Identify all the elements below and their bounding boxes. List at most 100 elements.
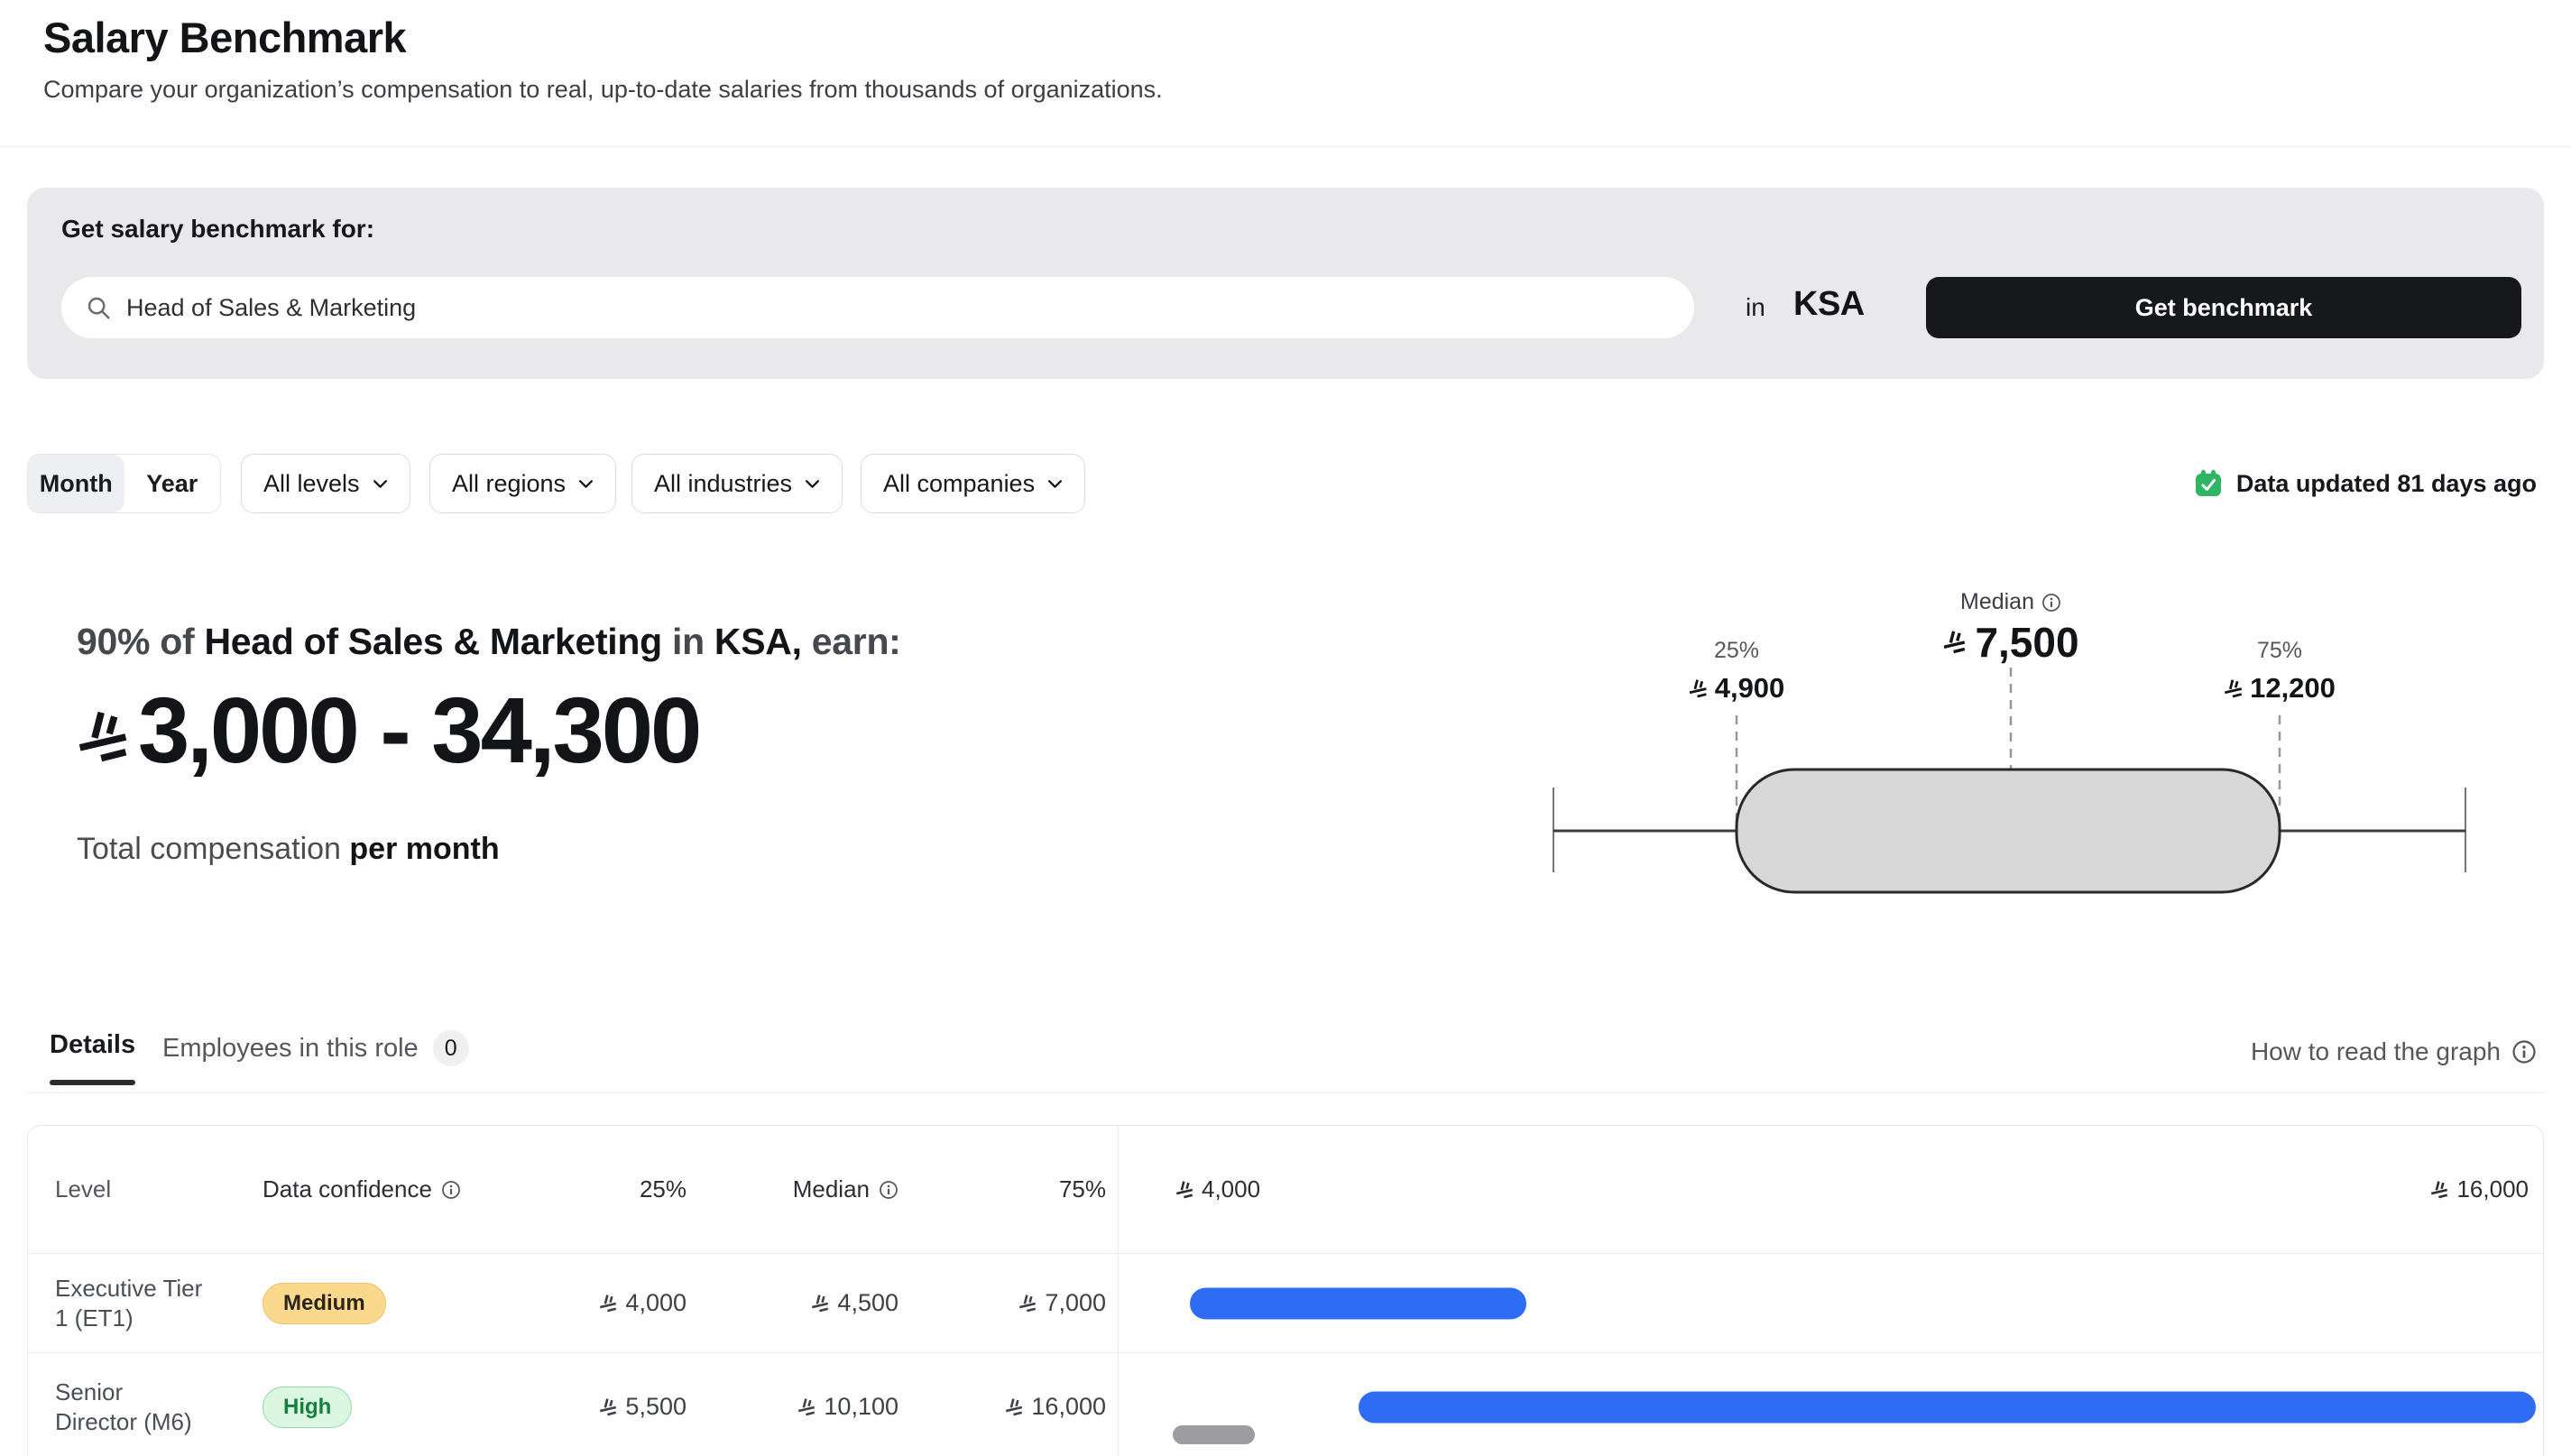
p75-value: 16,000: [1031, 1393, 1106, 1420]
salary-range-bar: [1190, 1287, 1526, 1319]
p75-value-text: 12,200: [2250, 672, 2336, 704]
chevron-down-icon: [1047, 479, 1063, 489]
tab-employees-label: Employees in this role: [162, 1033, 419, 1063]
column-header-level: Level: [55, 1175, 112, 1203]
boxplot-p25-value: 4,900: [1689, 672, 1785, 705]
riyal-icon: [2430, 1181, 2448, 1199]
confidence-cell: Medium: [263, 1254, 479, 1352]
companies-dropdown-label: All companies: [883, 469, 1036, 497]
industries-dropdown-label: All industries: [654, 469, 793, 497]
chart-axis-min: 4,000: [1175, 1126, 1260, 1253]
table-header-row: Level Data confidence 25% Median 75% 4,0…: [28, 1126, 2543, 1253]
data-updated-status: Data updated 81 days ago: [2193, 454, 2537, 513]
country-label[interactable]: KSA: [1793, 285, 1865, 323]
boxplot-p75-value: 12,200: [2224, 672, 2336, 705]
p75-cell: 7,000: [898, 1254, 1106, 1352]
companies-dropdown[interactable]: All companies: [861, 454, 1086, 513]
header-divider: [0, 146, 2571, 147]
tab-employees[interactable]: Employees in this role 0: [162, 1030, 469, 1066]
confidence-header-label: Data confidence: [263, 1175, 432, 1203]
table-row: Senior Director (M6) High 5,500 10,100 1…: [28, 1352, 2543, 1456]
data-updated-text: Data updated 81 days ago: [2235, 469, 2537, 497]
riyal-currency-icon: [77, 709, 129, 765]
boxplot-median-label: Median: [1960, 589, 2061, 615]
page-title: Salary Benchmark: [43, 14, 407, 61]
median-label-text: Median: [1960, 589, 2034, 614]
headline-earn: earn:: [811, 621, 901, 662]
riyal-icon: [797, 1398, 816, 1416]
riyal-icon: [1005, 1398, 1023, 1416]
level-cell: Executive Tier 1 (ET1): [55, 1254, 249, 1352]
levels-dropdown-label: All levels: [263, 469, 360, 497]
regions-dropdown-label: All regions: [452, 469, 567, 497]
riyal-icon: [1175, 1181, 1193, 1199]
median-info-icon[interactable]: [879, 1180, 898, 1200]
level-line2: Director (M6): [55, 1407, 192, 1435]
column-header-median: Median: [691, 1126, 898, 1253]
p75-value: 7,000: [1045, 1289, 1106, 1316]
salary-range-caption: Total compensation per month: [77, 832, 500, 867]
headline-prefix: 90% of: [77, 621, 195, 662]
p25-value: 5,500: [625, 1393, 687, 1420]
caption-bold: per month: [349, 832, 500, 866]
riyal-icon: [599, 1295, 617, 1313]
level-line2: 1 (ET1): [55, 1304, 134, 1332]
salary-range: 3,000 - 34,300: [77, 678, 702, 782]
headline-in: in: [671, 621, 705, 662]
summary-headline: 90% of Head of Sales & Marketing in KSA,…: [77, 621, 901, 663]
chevron-down-icon: [373, 479, 388, 489]
how-to-read-graph-link[interactable]: How to read the graph: [2251, 1037, 2537, 1066]
regions-dropdown[interactable]: All regions: [429, 454, 617, 513]
riyal-icon: [1018, 1295, 1037, 1313]
iqr-box: [1735, 768, 2281, 894]
table-row: Executive Tier 1 (ET1) Medium 4,000 4,50…: [28, 1253, 2543, 1352]
salary-boxplot: Median 7,500 25% 4,900 75% 12,200: [1547, 582, 2476, 902]
period-toggle-month[interactable]: Month: [28, 455, 124, 512]
axis-max-label: 16,000: [2456, 1175, 2529, 1203]
axis-min-label: 4,000: [1202, 1175, 1261, 1203]
confidence-badge: High: [263, 1386, 353, 1428]
calendar-check-icon: [2193, 468, 2224, 499]
employees-count-badge: 0: [432, 1030, 469, 1066]
tab-details[interactable]: Details: [50, 1030, 136, 1085]
riyal-icon: [811, 1295, 829, 1313]
confidence-badge: Medium: [263, 1282, 386, 1324]
benchmark-form-label: Get salary benchmark for:: [61, 215, 375, 243]
level-line1: Senior: [55, 1378, 124, 1405]
p25-cell: 4,000: [479, 1254, 687, 1352]
info-icon: [2511, 1039, 2537, 1064]
salary-range-bar: [1358, 1391, 2536, 1423]
confidence-cell: High: [263, 1353, 479, 1456]
chart-axis-max: 16,000: [2430, 1126, 2529, 1253]
tabs-bar: Details Employees in this role 0 How to …: [27, 1018, 2544, 1093]
industries-dropdown[interactable]: All industries: [631, 454, 843, 513]
period-toggle: Month Year: [27, 454, 221, 513]
salary-bar-track: [1190, 1254, 2536, 1352]
boxplot-p25-label: 25%: [1713, 638, 1760, 663]
role-search-input[interactable]: Head of Sales & Marketing: [61, 277, 1694, 338]
p25-cell: 5,500: [479, 1353, 687, 1456]
column-header-confidence: Data confidence: [263, 1126, 479, 1253]
horizontal-scrollbar-thumb[interactable]: [1173, 1425, 1255, 1444]
table-column-divider: [1118, 1126, 1119, 1456]
period-toggle-year[interactable]: Year: [146, 469, 198, 497]
in-label: in: [1746, 293, 1765, 321]
search-icon: [85, 294, 112, 321]
confidence-info-icon[interactable]: [441, 1180, 461, 1200]
caption-regular: Total compensation: [77, 832, 341, 866]
riyal-icon: [599, 1398, 617, 1416]
headline-location: KSA,: [714, 621, 802, 662]
how-to-label: How to read the graph: [2250, 1037, 2501, 1065]
median-value: 4,500: [837, 1289, 898, 1316]
p25-value: 4,000: [625, 1289, 687, 1316]
salary-range-value: 3,000 - 34,300: [138, 678, 702, 782]
chevron-down-icon: [578, 479, 594, 489]
role-search-value: Head of Sales & Marketing: [126, 293, 417, 321]
p25-value-text: 4,900: [1714, 672, 1785, 704]
median-value-text: 7,500: [1975, 619, 2079, 666]
get-benchmark-button[interactable]: Get benchmark: [1926, 277, 2521, 338]
median-cell: 4,500: [691, 1254, 898, 1352]
levels-dropdown[interactable]: All levels: [241, 454, 410, 513]
chevron-down-icon: [805, 479, 820, 489]
